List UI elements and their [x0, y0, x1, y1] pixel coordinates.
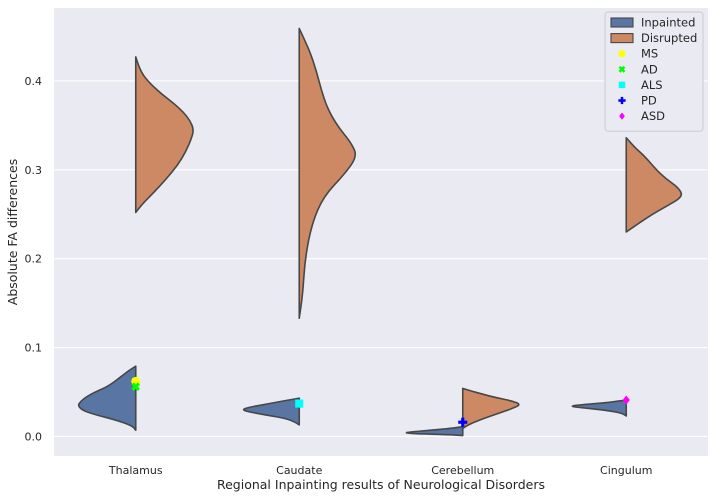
violin-inpainted-cerebellum [405, 425, 464, 437]
marker-als [295, 399, 304, 408]
legend-label-pd: PD [641, 94, 657, 108]
legend-label-disrupted: Disrupted [641, 31, 697, 45]
x-tick-label-cingulum: Cingulum [600, 464, 652, 477]
disorder-markers [131, 376, 630, 427]
legend-label-asd: ASD [641, 109, 665, 123]
violin-disrupted-thalamus [134, 56, 194, 214]
legend-marker-ad [618, 65, 626, 73]
y-tick-label: 0.3 [25, 164, 43, 177]
marker-pd [458, 417, 468, 427]
y-axis-label: Absolute FA differences [5, 159, 20, 305]
legend-label-inpainted: Inpainted [641, 16, 695, 30]
violin-inpainted-cingulum [571, 399, 628, 417]
y-tick-label: 0.4 [25, 75, 43, 88]
plot-area [54, 8, 708, 456]
legend-marker-pd [618, 96, 626, 105]
y-tick-label: 0.0 [25, 430, 43, 443]
x-tick-label-thalamus: Thalamus [108, 464, 163, 477]
legend-marker-als [618, 81, 626, 89]
legend-item-ad: AD [618, 62, 658, 76]
x-tick-label-cerebellum: Cerebellum [431, 464, 494, 477]
marker-ad [131, 382, 141, 391]
x-axis-ticks: Thalamus Caudate Cerebellum Cingulum [108, 464, 653, 477]
legend-item-als: ALS [618, 78, 663, 92]
legend-item-disrupted: Disrupted [610, 31, 697, 45]
legend-label-als: ALS [641, 78, 663, 92]
legend-marker-ms [618, 50, 626, 58]
legend-label-ad: AD [641, 62, 658, 76]
y-tick-label: 0.1 [25, 342, 43, 355]
legend-item-asd: ASD [619, 109, 665, 123]
violin-disrupted-cingulum [625, 136, 683, 233]
legend-item-ms: MS [618, 47, 658, 61]
legend-item-pd: PD [618, 94, 657, 108]
y-axis-ticks: 0.0 0.1 0.2 0.3 0.4 [25, 75, 43, 444]
violin-disrupted-caudate [298, 27, 357, 320]
x-tick-label-caudate: Caudate [276, 464, 322, 477]
violin-disrupted-cerebellum [461, 387, 520, 430]
legend-marker-asd [619, 112, 625, 120]
legend-label-ms: MS [641, 47, 658, 61]
legend-swatch-inpainted [610, 17, 634, 28]
violin-inpainted-caudate [242, 397, 301, 426]
legend-item-inpainted: Inpainted [610, 16, 695, 30]
legend-swatch-disrupted [610, 33, 634, 44]
marker-asd [622, 395, 630, 405]
violin-inpainted-thalamus [77, 365, 137, 432]
y-tick-label: 0.2 [25, 253, 43, 266]
violins [77, 27, 683, 437]
x-axis-label: Regional Inpainting results of Neurologi… [217, 477, 545, 492]
